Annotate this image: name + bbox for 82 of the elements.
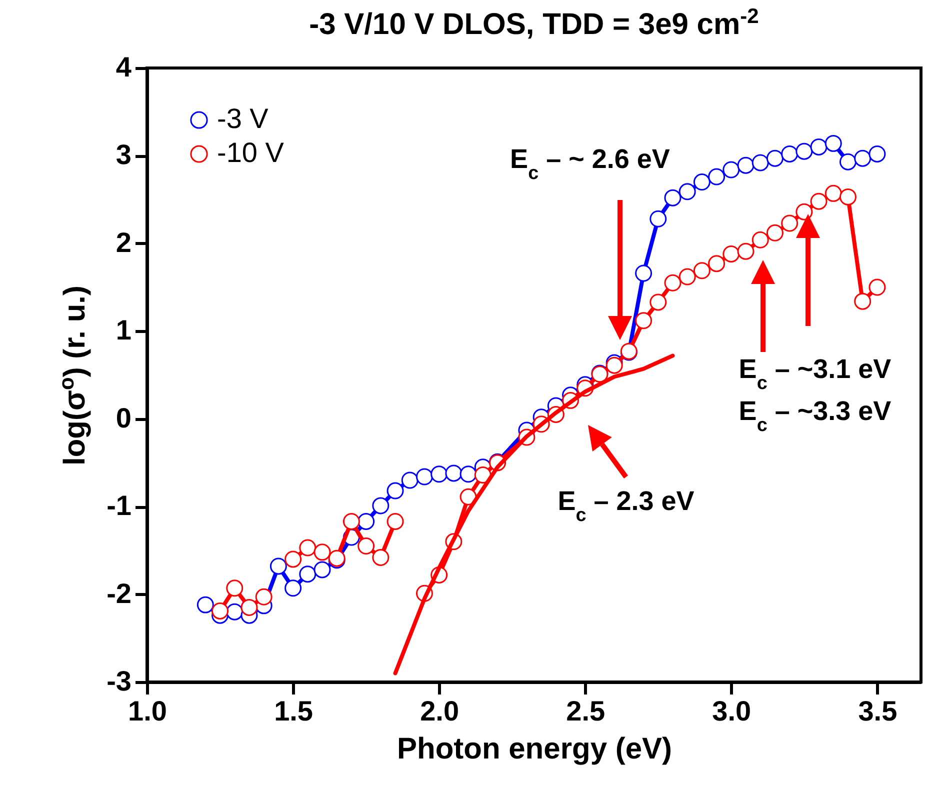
chart-title: -3 V/10 V DLOS, TDD = 3e9 cm$^{-2}$ (309, 4, 759, 41)
annotation: E$_{c}$ – 2.3 eV (558, 486, 694, 526)
point (722, 161, 740, 178)
point (824, 134, 842, 152)
point (824, 184, 842, 202)
point (678, 183, 696, 200)
point (868, 278, 886, 296)
point (445, 464, 462, 482)
point (284, 550, 302, 568)
x-axis-title: Photon energy (eV) (396, 732, 672, 766)
point (854, 150, 872, 167)
point (722, 245, 740, 262)
point (737, 242, 754, 260)
point (416, 468, 433, 486)
y-tick-label: -1 (106, 490, 132, 522)
point (752, 231, 769, 248)
point (839, 188, 856, 206)
point (766, 224, 784, 242)
point (796, 142, 813, 160)
point (314, 561, 331, 578)
point (474, 466, 492, 484)
point (854, 292, 872, 310)
point (226, 580, 244, 597)
annotation: E$_{c}$ – ~ 2.6 eV (510, 144, 670, 184)
x-tick-label: 1.5 (274, 696, 314, 726)
point (430, 466, 448, 483)
point (460, 466, 477, 483)
point (255, 588, 272, 606)
point (708, 255, 726, 272)
point (868, 145, 886, 162)
y-tick-label: -2 (106, 578, 132, 609)
point (386, 513, 404, 530)
y-tick-label: 4 (116, 52, 132, 82)
point (386, 482, 404, 500)
point (796, 203, 813, 220)
point (299, 566, 316, 583)
x-tick-label: 2.0 (420, 696, 460, 726)
point (635, 312, 652, 330)
point (372, 497, 390, 514)
point (737, 156, 754, 174)
point (401, 472, 418, 489)
point (781, 145, 798, 162)
x-tick-label: 2.5 (566, 696, 606, 726)
point (212, 602, 229, 620)
point (196, 596, 214, 614)
point (372, 548, 390, 566)
point (635, 264, 652, 282)
point (766, 150, 784, 167)
x-tick-label: 3.0 (712, 696, 752, 726)
point (752, 154, 769, 172)
point (650, 294, 667, 311)
point (284, 580, 302, 597)
point (810, 192, 828, 210)
point (460, 488, 477, 506)
point (358, 513, 375, 530)
point (314, 544, 331, 561)
point (240, 598, 258, 616)
annotation: E$_{c}$ – ~3.1 eV (738, 354, 892, 394)
y-tick-label: 1 (116, 314, 132, 346)
x-tick-label: 3.5 (858, 696, 898, 726)
legend-label: -3 V (217, 103, 269, 134)
y-tick-label: -3 (106, 666, 132, 696)
point (781, 214, 798, 232)
point (342, 513, 360, 530)
point (678, 268, 696, 286)
point (839, 153, 856, 170)
y-tick-label: 3 (116, 139, 132, 170)
legend-label: -10 V (217, 137, 284, 168)
annotation: E$_{c}$ – ~3.3 eV (738, 396, 892, 436)
y-tick-label: 0 (116, 402, 132, 434)
point (664, 274, 682, 292)
point (664, 189, 682, 206)
point (650, 210, 667, 228)
point (358, 538, 375, 555)
point (270, 558, 287, 575)
point (299, 539, 316, 556)
point (693, 174, 710, 191)
point (693, 262, 710, 280)
point (810, 138, 828, 156)
point (708, 168, 726, 186)
x-tick-label: 1.0 (128, 696, 167, 726)
y-tick-label: 2 (116, 226, 132, 258)
